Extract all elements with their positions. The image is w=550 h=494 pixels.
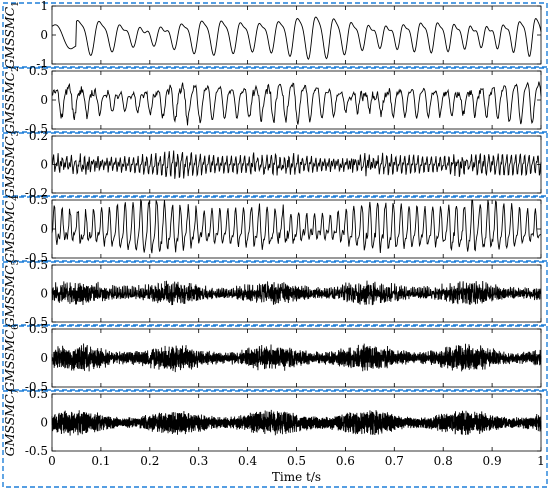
- panel-border: [2, 261, 548, 326]
- y-tick-label: -0.5: [25, 444, 48, 458]
- x-tick-label: 0.6: [336, 454, 355, 468]
- series-line: [51, 81, 542, 126]
- y-axis-label-main: GMSSMC: [2, 71, 17, 133]
- y-axis-label: GMSSMC1: [2, 1, 21, 69]
- y-axis-label-main: GMSSMC: [2, 265, 17, 327]
- y-axis-label: GMSSMC3: [2, 130, 21, 198]
- series-line: [51, 16, 542, 60]
- y-tick-label: 0.5: [29, 322, 48, 336]
- y-axis-label: GMSSMC2: [2, 66, 21, 134]
- x-tick-label: 0.1: [91, 454, 110, 468]
- y-axis-label-subscript: 6: [11, 324, 21, 330]
- axes-box: [51, 70, 542, 130]
- y-tick-label: 0: [40, 351, 48, 365]
- y-axis-label-main: GMSSMC: [2, 6, 17, 68]
- y-tick-label: 0.2: [29, 129, 48, 143]
- x-tick-label: 0.5: [287, 454, 306, 468]
- series-line: [51, 409, 542, 436]
- panel-border: [2, 132, 548, 197]
- y-axis-label-subscript: 5: [11, 259, 21, 265]
- y-axis-label-subscript: 1: [11, 1, 21, 7]
- y-axis-label: GMSSMC4: [2, 195, 21, 263]
- y-axis-label: GMSSMC5: [2, 259, 21, 327]
- x-tick-label: 1: [537, 454, 545, 468]
- x-tick-label: 0.9: [483, 454, 502, 468]
- panel-border: [2, 325, 548, 391]
- series-line: [51, 280, 542, 306]
- y-tick-label: 0: [40, 28, 48, 42]
- y-axis-label-main: GMSSMC: [2, 394, 17, 456]
- y-tick-label: 0: [40, 416, 48, 430]
- y-axis-label-main: GMSSMC: [2, 136, 17, 198]
- panel-border: [2, 390, 548, 488]
- panel-border: [2, 67, 548, 133]
- y-tick-label: 0: [40, 222, 48, 236]
- y-tick-label: 0.5: [29, 387, 48, 401]
- y-tick-label: -1: [36, 57, 48, 71]
- x-tick-label: 0.4: [238, 454, 257, 468]
- y-axis-label-main: GMSSMC: [2, 200, 17, 262]
- y-axis-label-subscript: 3: [11, 130, 21, 136]
- y-tick-label: 0: [40, 93, 48, 107]
- x-tick-label: 0.2: [140, 454, 159, 468]
- y-tick-label: 0: [40, 287, 48, 301]
- y-tick-label: 0.5: [29, 258, 48, 272]
- y-tick-label: 0.5: [29, 64, 48, 78]
- x-tick-label: 0.3: [189, 454, 208, 468]
- y-axis-label-main: GMSSMC: [2, 329, 17, 391]
- x-tick-label: 0.7: [385, 454, 404, 468]
- panel-border: [2, 2, 548, 68]
- y-axis-label: GMSSMC6: [2, 324, 21, 392]
- x-tick-label: 0: [48, 454, 56, 468]
- y-tick-label: 1: [40, 0, 48, 13]
- x-axis-label: Time t/s: [272, 470, 321, 484]
- panel-border: [2, 196, 548, 262]
- y-axis-label-subscript: 4: [11, 195, 21, 201]
- y-tick-label: 0.5: [29, 193, 48, 207]
- series-line: [51, 343, 542, 373]
- series-line: [51, 198, 542, 254]
- y-tick-label: 0: [40, 158, 48, 172]
- y-axis-label: GMSSMC7: [2, 388, 21, 456]
- series-line: [51, 150, 542, 179]
- x-tick-label: 0.8: [434, 454, 453, 468]
- y-axis-label-subscript: 2: [11, 66, 21, 72]
- y-axis-label-subscript: 7: [11, 388, 21, 394]
